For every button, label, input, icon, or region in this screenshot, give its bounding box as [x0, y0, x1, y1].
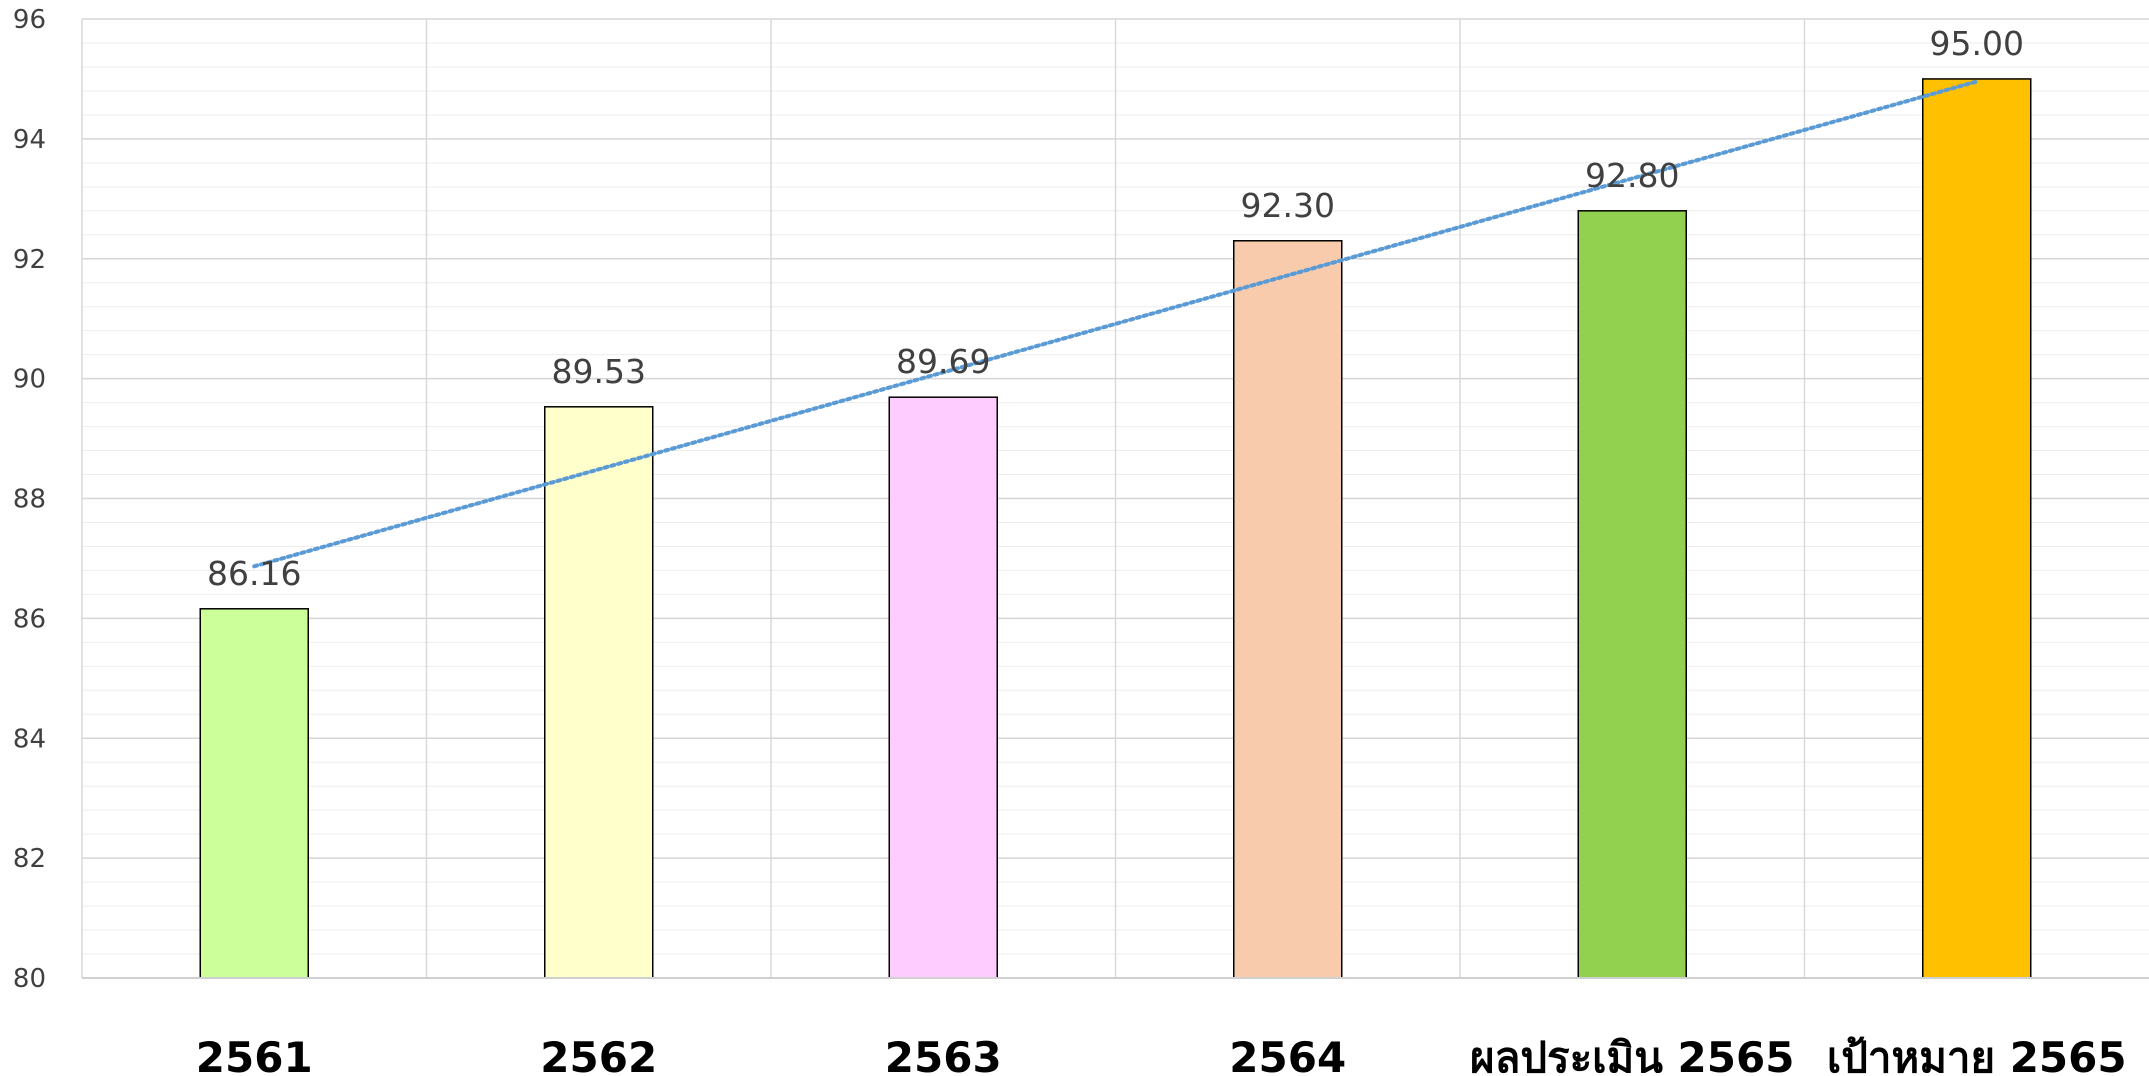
bar-6 — [1922, 78, 2032, 979]
data-label-1: 86.16 — [207, 554, 301, 593]
trendline — [252, 79, 1979, 569]
bars — [199, 78, 2032, 979]
category-gridlines — [81, 19, 1806, 978]
y-tick-label: 88 — [13, 485, 46, 515]
category-label-5: ผลประเมิน 2565 — [1470, 1033, 1794, 1076]
y-tick-label: 92 — [13, 245, 46, 275]
data-label-2: 89.53 — [552, 352, 646, 391]
y-tick-label: 80 — [13, 964, 46, 994]
y-tick-label: 94 — [13, 125, 46, 155]
data-label-6: 95.00 — [1930, 24, 2024, 63]
data-labels: 86.16 89.53 89.69 92.30 92.80 95.00 — [207, 24, 2024, 593]
data-label-4: 92.30 — [1241, 186, 1335, 225]
bar-5 — [1577, 210, 1687, 979]
bar-3 — [888, 396, 998, 979]
y-tick-label: 86 — [13, 604, 46, 634]
category-label-3: 2563 — [885, 1033, 1002, 1076]
y-tick-label: 96 — [13, 5, 46, 35]
y-tick-label: 82 — [13, 844, 46, 874]
data-label-5: 92.80 — [1585, 156, 1679, 195]
y-tick-label: 84 — [13, 724, 46, 754]
y-axis-tick-labels: 80 82 84 86 88 90 92 94 96 — [13, 5, 46, 994]
data-label-3: 89.69 — [896, 342, 990, 381]
x-axis-category-labels: 2561 2562 2563 2564 ผลประเมิน 2565 เป้าหมาย 2… — [196, 1033, 2127, 1076]
category-label-2: 2562 — [540, 1033, 657, 1076]
bar-2 — [544, 406, 654, 979]
category-label-6: เป้าหมาย 2565 — [1827, 1033, 2127, 1076]
category-label-1: 2561 — [196, 1033, 313, 1076]
bar-1 — [199, 608, 309, 979]
bar-4 — [1233, 240, 1343, 979]
category-label-4: 2564 — [1229, 1033, 1346, 1076]
y-tick-label: 90 — [13, 365, 46, 395]
